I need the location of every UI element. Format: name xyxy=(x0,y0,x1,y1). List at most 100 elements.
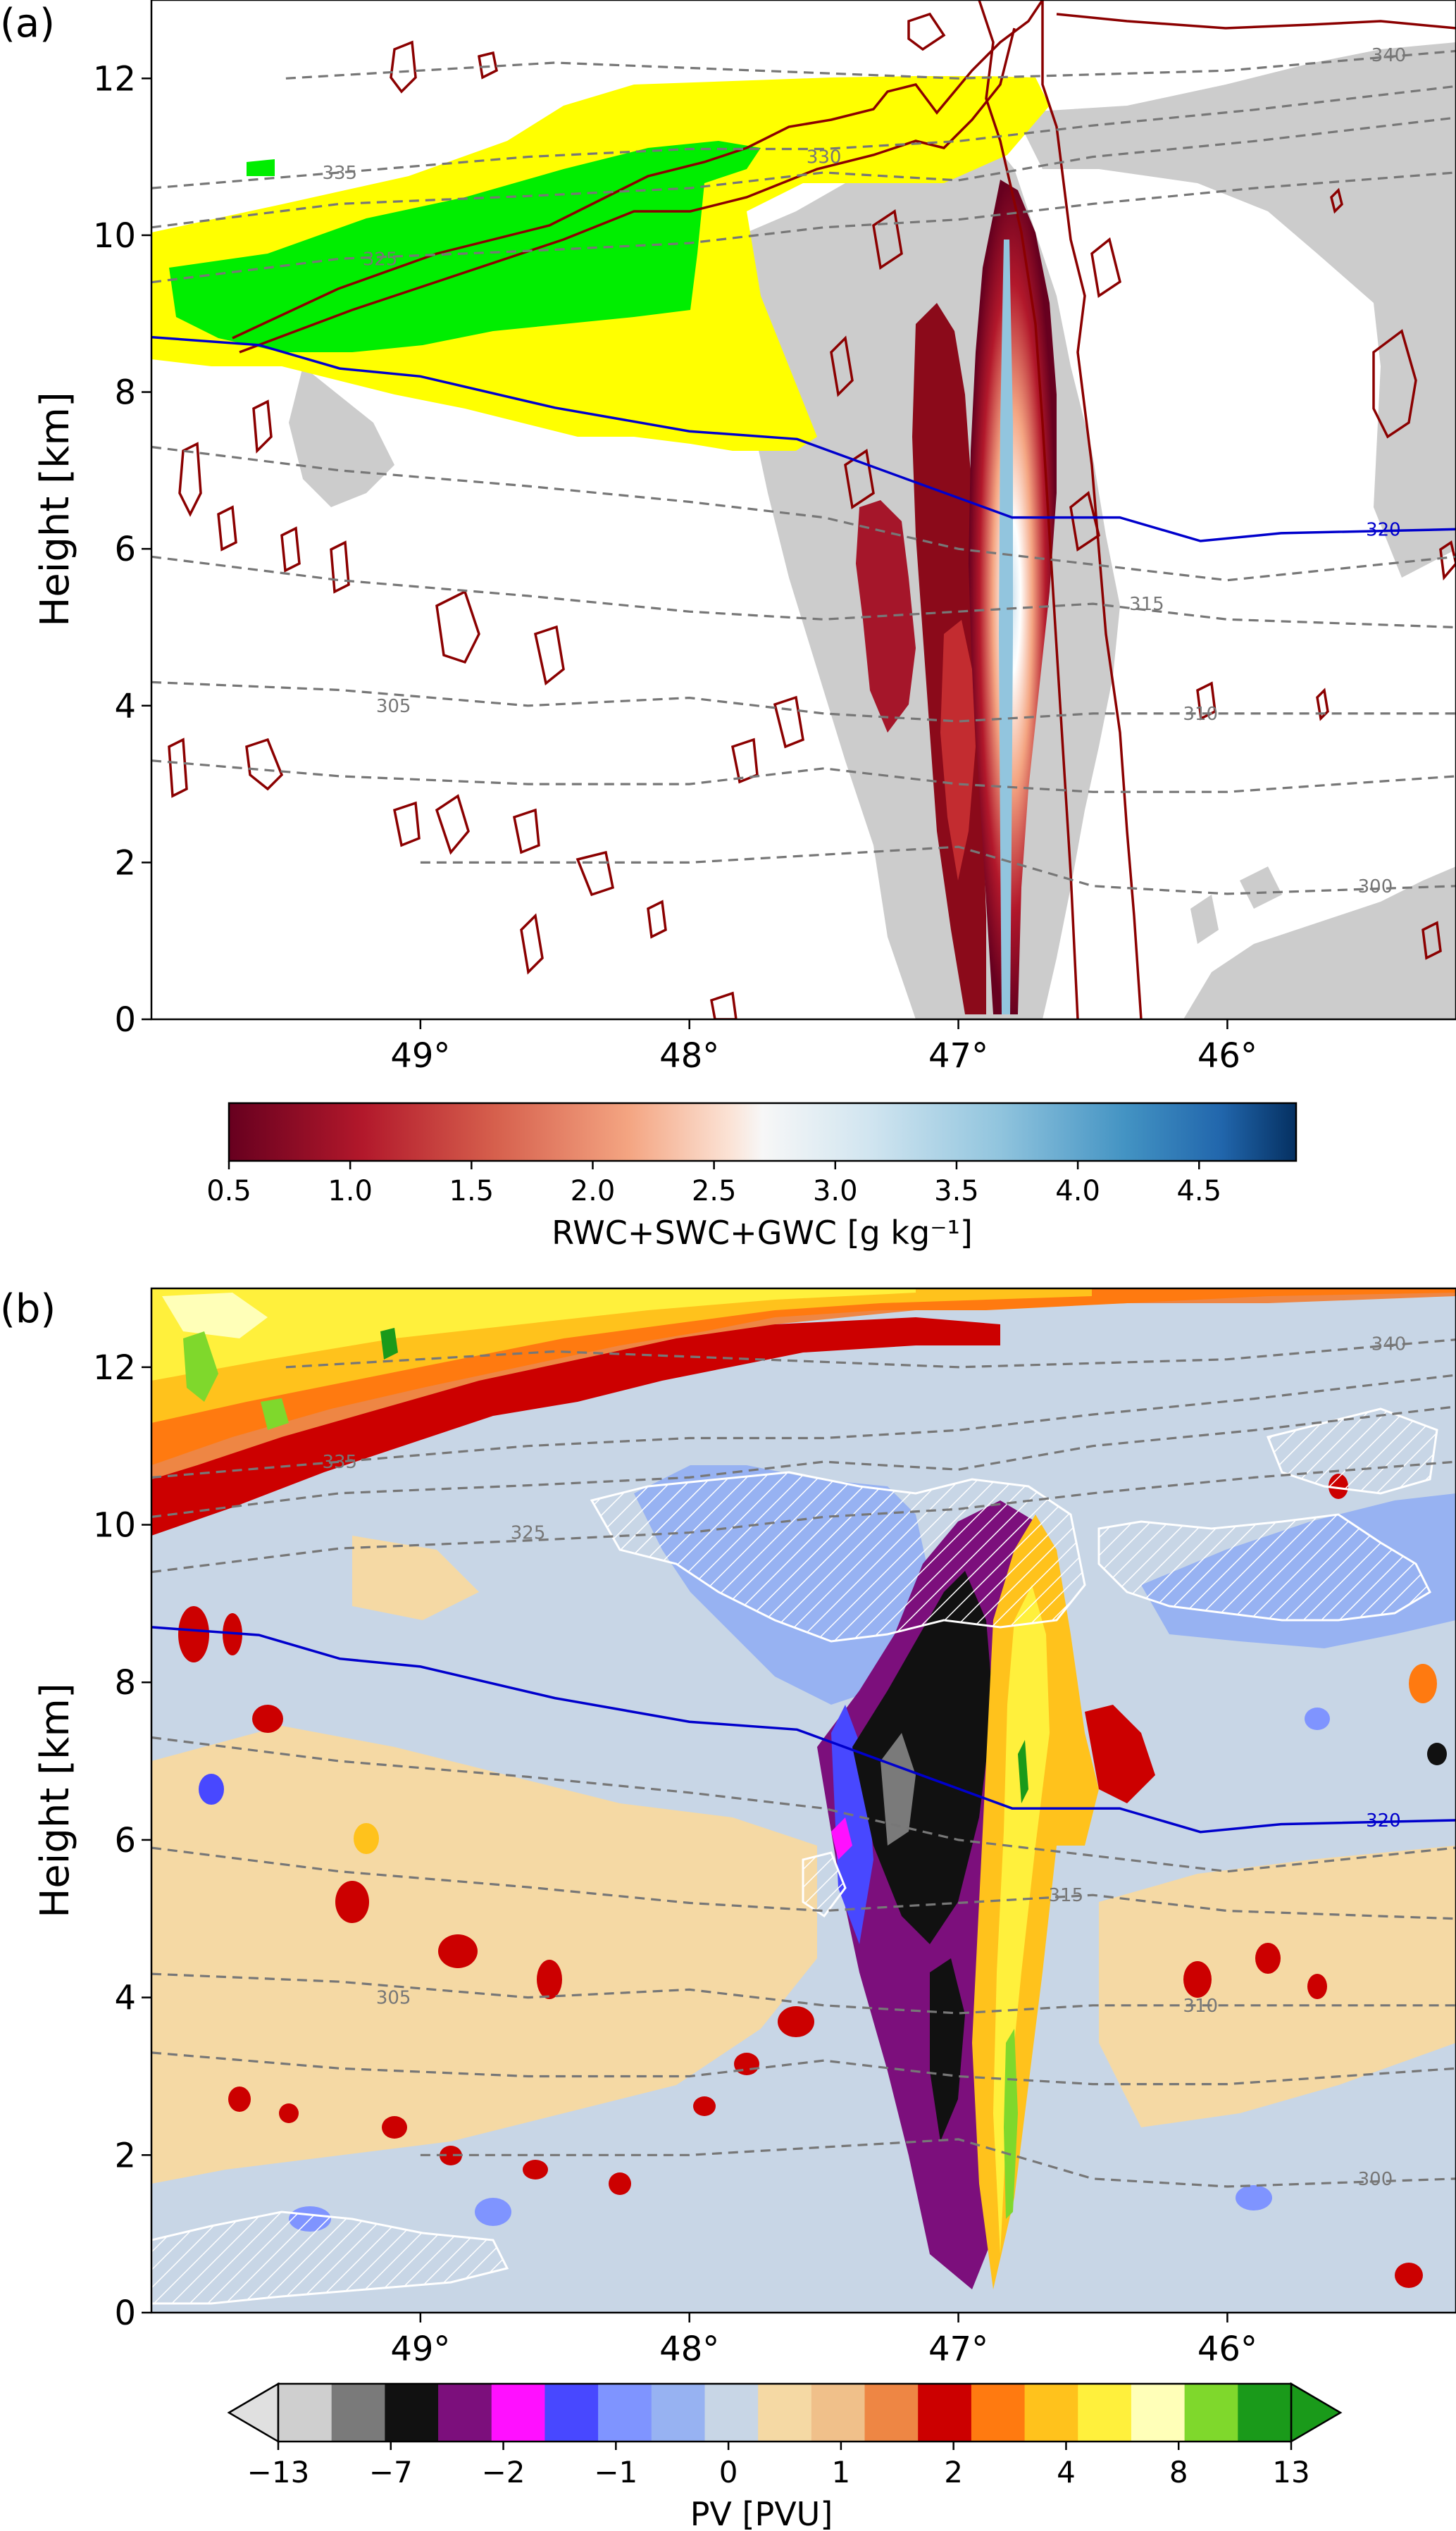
panel-a: (a) xyxy=(0,0,1456,1076)
colorbar-b-bin xyxy=(1238,2384,1292,2442)
isentrope-label: 300 xyxy=(1358,2169,1393,2190)
isentrope-line xyxy=(151,1736,1456,1873)
isentrope-line xyxy=(151,1846,1456,1920)
panel-b: (b) xyxy=(0,1286,1456,2369)
hatched-region xyxy=(802,1851,847,1918)
colorbar-b-bin xyxy=(278,2384,332,2442)
y-tick-label: 0 xyxy=(114,1000,136,1040)
x-tick-label: 47° xyxy=(928,2330,988,2369)
pv-blob xyxy=(279,2103,299,2123)
colorbar-b-tick-label: −1 xyxy=(594,2455,637,2489)
pv-blob xyxy=(523,2160,548,2179)
pv-blob xyxy=(228,2087,251,2112)
panel-a-label: (a) xyxy=(0,1,55,46)
colorbar-b-bin xyxy=(1184,2384,1238,2442)
isentrope-label: 305 xyxy=(376,696,411,717)
colorbar-b-bin xyxy=(491,2384,545,2442)
cloud-mask-region xyxy=(1014,42,1456,578)
colorbar-a-ticks: 0.5 1.0 1.5 2.0 2.5 3.0 3.5 4.0 4.5 xyxy=(206,1161,1221,1207)
theta-lines-b xyxy=(151,1338,1456,2188)
colorbar-b-bin xyxy=(918,2384,972,2442)
cloud-contour xyxy=(575,850,615,897)
colorbar-a-tick-label: 2.5 xyxy=(692,1175,737,1207)
cloud-contour xyxy=(1041,0,1143,1019)
isentrope-line xyxy=(151,1405,1456,1518)
pv-blob xyxy=(609,2172,631,2195)
y-axis-label-a: Height [km] xyxy=(32,392,78,627)
colorbar-a-tick-label: 1.0 xyxy=(328,1175,373,1207)
pv-blob xyxy=(1183,1961,1212,1998)
colorbar-b-bin xyxy=(545,2384,599,2442)
pv-blob xyxy=(252,1705,283,1733)
isentrope-label: 310 xyxy=(1183,1996,1218,2017)
isentrope-line xyxy=(151,680,1456,723)
isentrope-label: 300 xyxy=(1358,876,1393,897)
colorbar-b-tick-label: 4 xyxy=(1057,2455,1076,2489)
ice-layer-green xyxy=(247,159,275,176)
x-tick-label: 48° xyxy=(659,2330,719,2369)
cloud-contour xyxy=(1056,13,1456,30)
cloud-contours xyxy=(168,0,1456,1019)
cloud-contour xyxy=(252,399,273,454)
hatched-region xyxy=(1097,1513,1431,1622)
colorbar-b-bin xyxy=(438,2384,492,2442)
colorbar-b-bin xyxy=(811,2384,866,2442)
x-tick-label: 47° xyxy=(928,1036,988,1076)
convective-core xyxy=(940,620,976,881)
isentrope-label: 340 xyxy=(1371,45,1407,66)
pv-blob xyxy=(1305,1708,1330,1730)
pv-region-positive xyxy=(380,1328,398,1360)
convective-tower xyxy=(930,1958,965,2141)
colorbar-a-tick-label: 2.0 xyxy=(571,1175,616,1207)
colorbar-a: 0.5 1.0 1.5 2.0 2.5 3.0 3.5 4.0 4.5 RWC+SWC+GWC … xyxy=(206,1102,1298,1252)
pv-blob xyxy=(1395,2263,1423,2288)
isentrope-line xyxy=(151,171,1456,284)
colorbar-a-tick-label: 4.5 xyxy=(1176,1175,1221,1207)
isentrope-label: 330 xyxy=(807,147,842,168)
axes-a: 0 2 4 6 8 10 12 49° 48° 47° 46° xyxy=(93,59,1257,1076)
isentrope-320-label: 320 xyxy=(1366,1810,1401,1832)
colorbar-b-frame xyxy=(277,2382,1293,2443)
colorbar-b-tick-label: 2 xyxy=(944,2455,963,2489)
isentrope-label: 335 xyxy=(322,163,357,184)
cloud-contour xyxy=(830,335,854,397)
cloud-contour xyxy=(730,738,759,784)
convective-tower xyxy=(1085,1705,1155,1803)
hatched-region xyxy=(151,2210,509,2305)
cloud-contour xyxy=(239,27,1016,354)
colorbar-a-tick-label: 1.5 xyxy=(449,1175,494,1207)
hatched-regions xyxy=(151,1407,1438,2305)
pv-blob xyxy=(440,2146,462,2165)
x-tick-label: 49° xyxy=(390,1036,450,1076)
isentrope-label: 325 xyxy=(363,249,398,270)
isentrope-line xyxy=(285,1338,1456,1369)
colorbar-a-tick-label: 3.0 xyxy=(813,1175,858,1207)
pv-region-positive xyxy=(183,1331,218,1402)
pv-blob xyxy=(382,2116,407,2139)
cloud-contour xyxy=(1330,187,1343,214)
colorbar-b: −13 −7 −2 −1 0 1 2 4 8 13 PV [PVU] xyxy=(227,2382,1343,2531)
colorbar-b-extend-max xyxy=(1290,2382,1343,2444)
colorbar-b-bin xyxy=(971,2384,1026,2442)
colorbar-a-ramp xyxy=(228,1102,1298,1162)
cloud-contour xyxy=(280,526,301,573)
pv-blob xyxy=(537,1960,562,1999)
cloud-contour xyxy=(330,540,350,594)
y-tick-label: 6 xyxy=(114,530,136,569)
cloud-mask-region xyxy=(1240,866,1282,909)
colorbar-b-bin xyxy=(651,2384,705,2442)
isentrope-line xyxy=(151,2051,1456,2086)
pv-blob xyxy=(475,2198,511,2226)
pv-blob xyxy=(1307,1974,1327,1999)
colorbar-b-bins xyxy=(227,2382,1343,2444)
x-tick-label: 46° xyxy=(1197,1036,1257,1076)
cloud-contour xyxy=(1069,490,1100,552)
pv-blob xyxy=(438,1934,478,1968)
colorbar-b-bin xyxy=(758,2384,812,2442)
isentrope-320-line xyxy=(151,335,1456,542)
hatched-region xyxy=(1266,1407,1438,1495)
isentrope-line xyxy=(151,445,1456,582)
pv-blob xyxy=(778,2006,814,2037)
colorbar-b-tick-label: 0 xyxy=(719,2455,738,2489)
cloud-contour xyxy=(1090,237,1121,298)
